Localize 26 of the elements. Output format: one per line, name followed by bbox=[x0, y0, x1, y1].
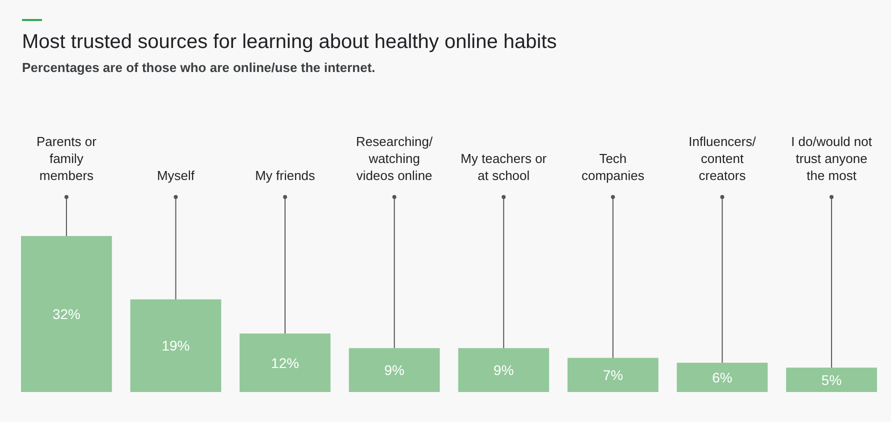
bar bbox=[676, 362, 768, 392]
bar bbox=[21, 236, 112, 392]
bar bbox=[786, 368, 877, 392]
x-tick-label: Tech companies bbox=[582, 151, 645, 183]
data-label: 32% bbox=[52, 306, 80, 322]
bar bbox=[130, 299, 222, 392]
x-tick-label: My teachers or at school bbox=[460, 151, 548, 183]
bar bbox=[567, 358, 658, 392]
x-tick-label: Myself bbox=[156, 168, 195, 183]
x-tick-label: Parents or family members bbox=[36, 134, 98, 183]
data-label: 7% bbox=[602, 366, 624, 383]
x-tick-label: My friends bbox=[255, 168, 316, 183]
data-label: 6% bbox=[712, 369, 732, 386]
bar bbox=[348, 348, 440, 392]
x-tick-label: Influencers/ content creators bbox=[688, 134, 756, 183]
x-tick-label: I do/would not trust anyone the most bbox=[791, 134, 872, 183]
data-label: 19% bbox=[162, 338, 190, 354]
data-label: 5% bbox=[821, 372, 842, 388]
x-tick-label: Researching/ watching videos online bbox=[356, 134, 434, 183]
bar bbox=[240, 334, 331, 392]
chart-subtitle: Percentages are of those who are online/use the internet. bbox=[22, 60, 376, 75]
data-label: 9% bbox=[494, 362, 514, 378]
data-label: 12% bbox=[271, 354, 300, 371]
data-label: 9% bbox=[384, 362, 404, 378]
chart-title: Most trusted sources for learning about healthy online habits bbox=[22, 31, 557, 53]
bar bbox=[458, 348, 550, 392]
